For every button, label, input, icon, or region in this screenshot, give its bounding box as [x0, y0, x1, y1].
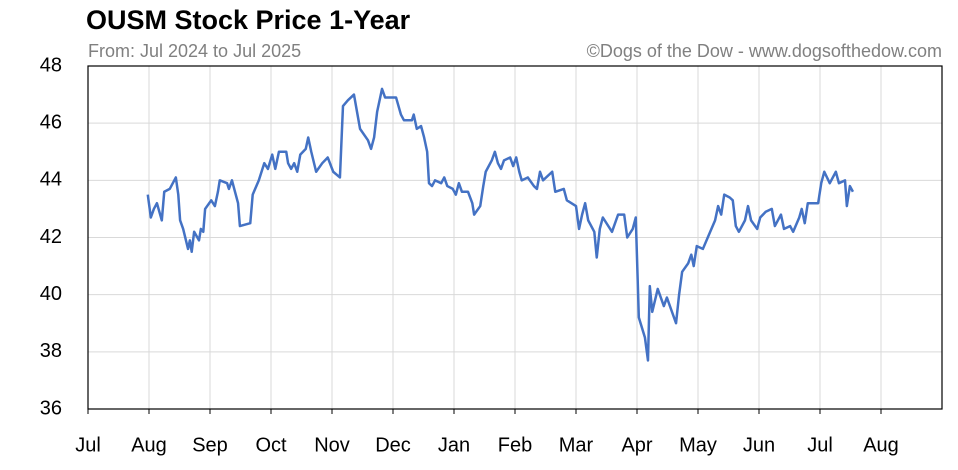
y-tick-label: 44: [40, 169, 62, 191]
y-tick-label: 48: [40, 54, 62, 76]
x-tick-label: Feb: [498, 434, 532, 456]
x-tick-label: Aug: [131, 434, 167, 456]
x-tick-label: Jan: [438, 434, 470, 456]
x-tick-label: Jun: [743, 434, 775, 456]
x-tick-label: May: [679, 434, 717, 456]
x-tick-label: Jul: [807, 434, 833, 456]
x-tick-label: Apr: [621, 434, 652, 456]
x-tick-label: Nov: [314, 434, 350, 456]
x-tick-label: Jul: [75, 434, 101, 456]
price-line: [146, 87, 855, 362]
chart-title: OUSM Stock Price 1-Year: [86, 5, 411, 35]
x-tick-label: Mar: [559, 434, 594, 456]
x-tick-label: Dec: [375, 434, 411, 456]
y-tick-label: 40: [40, 283, 62, 305]
plot-area: [146, 87, 855, 362]
y-tick-label: 38: [40, 340, 62, 362]
x-tick-label: Aug: [863, 434, 899, 456]
y-tick-label: 36: [40, 397, 62, 419]
y-tick-label: 42: [40, 226, 62, 248]
x-tick-label: Sep: [192, 434, 228, 456]
y-tick-label: 46: [40, 111, 62, 133]
chart-credit: ©Dogs of the Dow - www.dogsofthedow.com: [587, 41, 942, 61]
chart-subtitle: From: Jul 2024 to Jul 2025: [88, 41, 301, 61]
x-tick-label: Oct: [255, 434, 287, 456]
grid: [87, 65, 942, 410]
